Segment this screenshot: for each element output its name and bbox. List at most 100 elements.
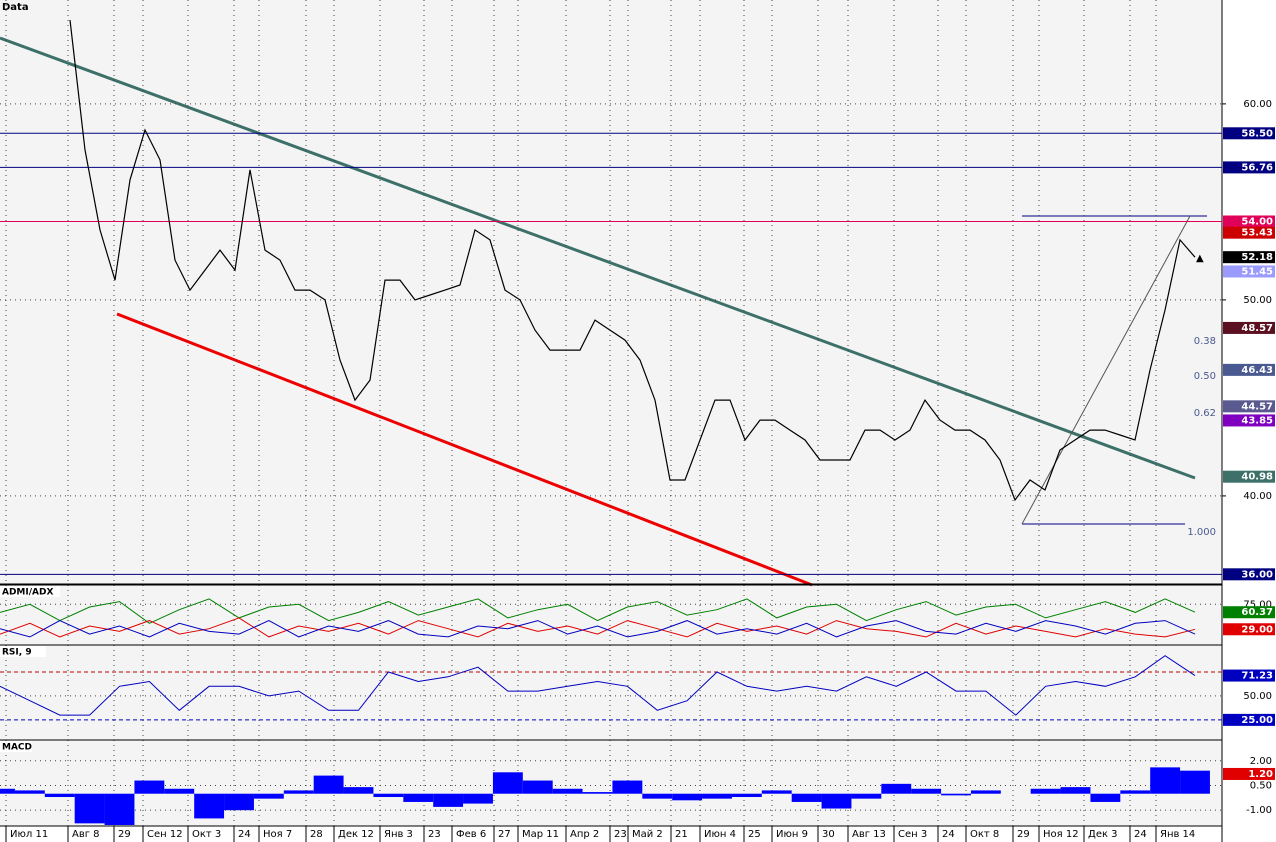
x-tick-label: 29 — [118, 829, 131, 840]
trend-line — [0, 36, 1196, 480]
price-label: 25.00 — [1241, 715, 1273, 726]
histogram-bar — [373, 793, 404, 798]
histogram-bar — [283, 790, 314, 794]
price-label-box — [1223, 470, 1275, 483]
y-tick-label: 50.00 — [1243, 691, 1272, 702]
panel-title: RSI, 9 — [2, 648, 32, 658]
indicator-line — [0, 617, 1196, 638]
histogram-bar — [612, 780, 643, 794]
price-label: 46.43 — [1241, 365, 1273, 376]
x-tick-label: Янв 3 — [384, 829, 413, 840]
price-label: 53.43 — [1241, 228, 1273, 239]
panel-title-bg — [0, 741, 32, 752]
histogram-bar — [672, 793, 703, 801]
x-tick-label: 30 — [822, 829, 835, 840]
indicator-line — [0, 598, 1196, 624]
price-label-box — [1223, 265, 1275, 278]
x-tick-label: Сен 12 — [147, 829, 183, 840]
x-tick-label: Ноя 7 — [263, 829, 292, 840]
price-label: 52.18 — [1241, 252, 1273, 263]
histogram-bar — [642, 793, 673, 799]
histogram-bar — [1060, 787, 1091, 794]
price-label-box — [1223, 321, 1275, 334]
fib-label: 0.50 — [1194, 371, 1216, 382]
histogram-bar — [44, 793, 75, 798]
price-label: 58.50 — [1241, 128, 1273, 139]
histogram-bar — [403, 793, 434, 802]
x-tick-label: Окт 3 — [192, 829, 221, 840]
y-tick-label: 0.50 — [1250, 780, 1272, 791]
histogram-bar — [522, 780, 553, 794]
price-label: 48.57 — [1241, 323, 1273, 334]
x-tick-label: Фев 6 — [456, 829, 486, 840]
price-label-box — [1223, 606, 1275, 619]
price-label-box — [1223, 414, 1275, 427]
y-tick-label: 2.00 — [1250, 756, 1272, 767]
histogram-bar — [791, 793, 822, 802]
histogram-bar — [1150, 767, 1181, 794]
price-label-box — [1223, 713, 1275, 726]
x-tick-label: Авг 13 — [852, 829, 886, 840]
histogram-bar — [194, 793, 225, 819]
histogram-bar — [14, 790, 45, 794]
panel-title: MACD — [2, 743, 32, 753]
fib-label: 0.62 — [1194, 408, 1216, 419]
x-tick-label: Июн 9 — [776, 829, 808, 840]
histogram-bar — [0, 788, 15, 794]
histogram-bar — [313, 775, 344, 794]
price-label: 60.37 — [1241, 607, 1273, 618]
histogram-bar — [851, 793, 882, 799]
histogram-bar — [821, 793, 852, 809]
price-label: 51.45 — [1241, 266, 1273, 277]
x-tick-label: 23 — [614, 829, 627, 840]
x-tick-label: Сен 3 — [898, 829, 927, 840]
x-tick-label: 24 — [942, 829, 955, 840]
price-label: 56.76 — [1241, 162, 1273, 173]
price-label: 44.57 — [1241, 401, 1273, 412]
fib-line — [1021, 215, 1191, 525]
histogram-bar — [941, 793, 971, 796]
price-label-box — [1223, 127, 1275, 140]
x-tick-label: Янв 14 — [1160, 829, 1195, 840]
histogram-bar — [1120, 790, 1151, 794]
y-tick-label: 40.00 — [1243, 491, 1272, 502]
x-tick-label: 29 — [1017, 829, 1030, 840]
histogram-bar — [343, 787, 374, 794]
trend-line — [116, 312, 813, 587]
histogram-bar — [731, 793, 762, 798]
histogram-bar — [134, 780, 165, 794]
x-tick-label: 27 — [498, 829, 511, 840]
panel-title: ADMI/ADX — [2, 588, 53, 598]
price-label-box — [1223, 215, 1275, 228]
histogram-bar — [1030, 788, 1061, 794]
histogram-bar — [1090, 793, 1121, 802]
price-label-box — [1223, 767, 1275, 780]
histogram-bar — [582, 792, 613, 794]
histogram-bar — [463, 793, 493, 804]
price-marker: ▲ — [1196, 253, 1204, 264]
price-line — [69, 19, 1196, 502]
price-label-box — [1223, 226, 1275, 239]
histogram-bar — [104, 793, 135, 825]
x-tick-label: Май 2 — [632, 829, 663, 840]
fib-label: 1.000 — [1187, 527, 1216, 538]
y-tick-label: -1.00 — [1246, 805, 1272, 816]
x-tick-label: 21 — [675, 829, 688, 840]
price-label: 36.00 — [1241, 569, 1273, 580]
x-tick-label: 25 — [748, 829, 761, 840]
histogram-bar — [881, 783, 912, 794]
indicator-line — [0, 655, 1196, 716]
price-label: 1.20 — [1248, 769, 1273, 780]
histogram-bar — [492, 772, 523, 794]
x-tick-label: Июл 11 — [10, 829, 48, 840]
price-label: 29.00 — [1241, 624, 1273, 635]
y-tick-label: 75.00 — [1243, 599, 1272, 610]
x-tick-label: Мар 11 — [522, 829, 559, 840]
price-label: 54.00 — [1241, 216, 1273, 227]
histogram-bar — [911, 788, 942, 794]
price-label-box — [1223, 568, 1275, 581]
x-tick-label: Дек 12 — [338, 829, 374, 840]
fib-label: 0.38 — [1194, 336, 1216, 347]
histogram-bar — [253, 793, 284, 799]
price-label-box — [1223, 623, 1275, 636]
